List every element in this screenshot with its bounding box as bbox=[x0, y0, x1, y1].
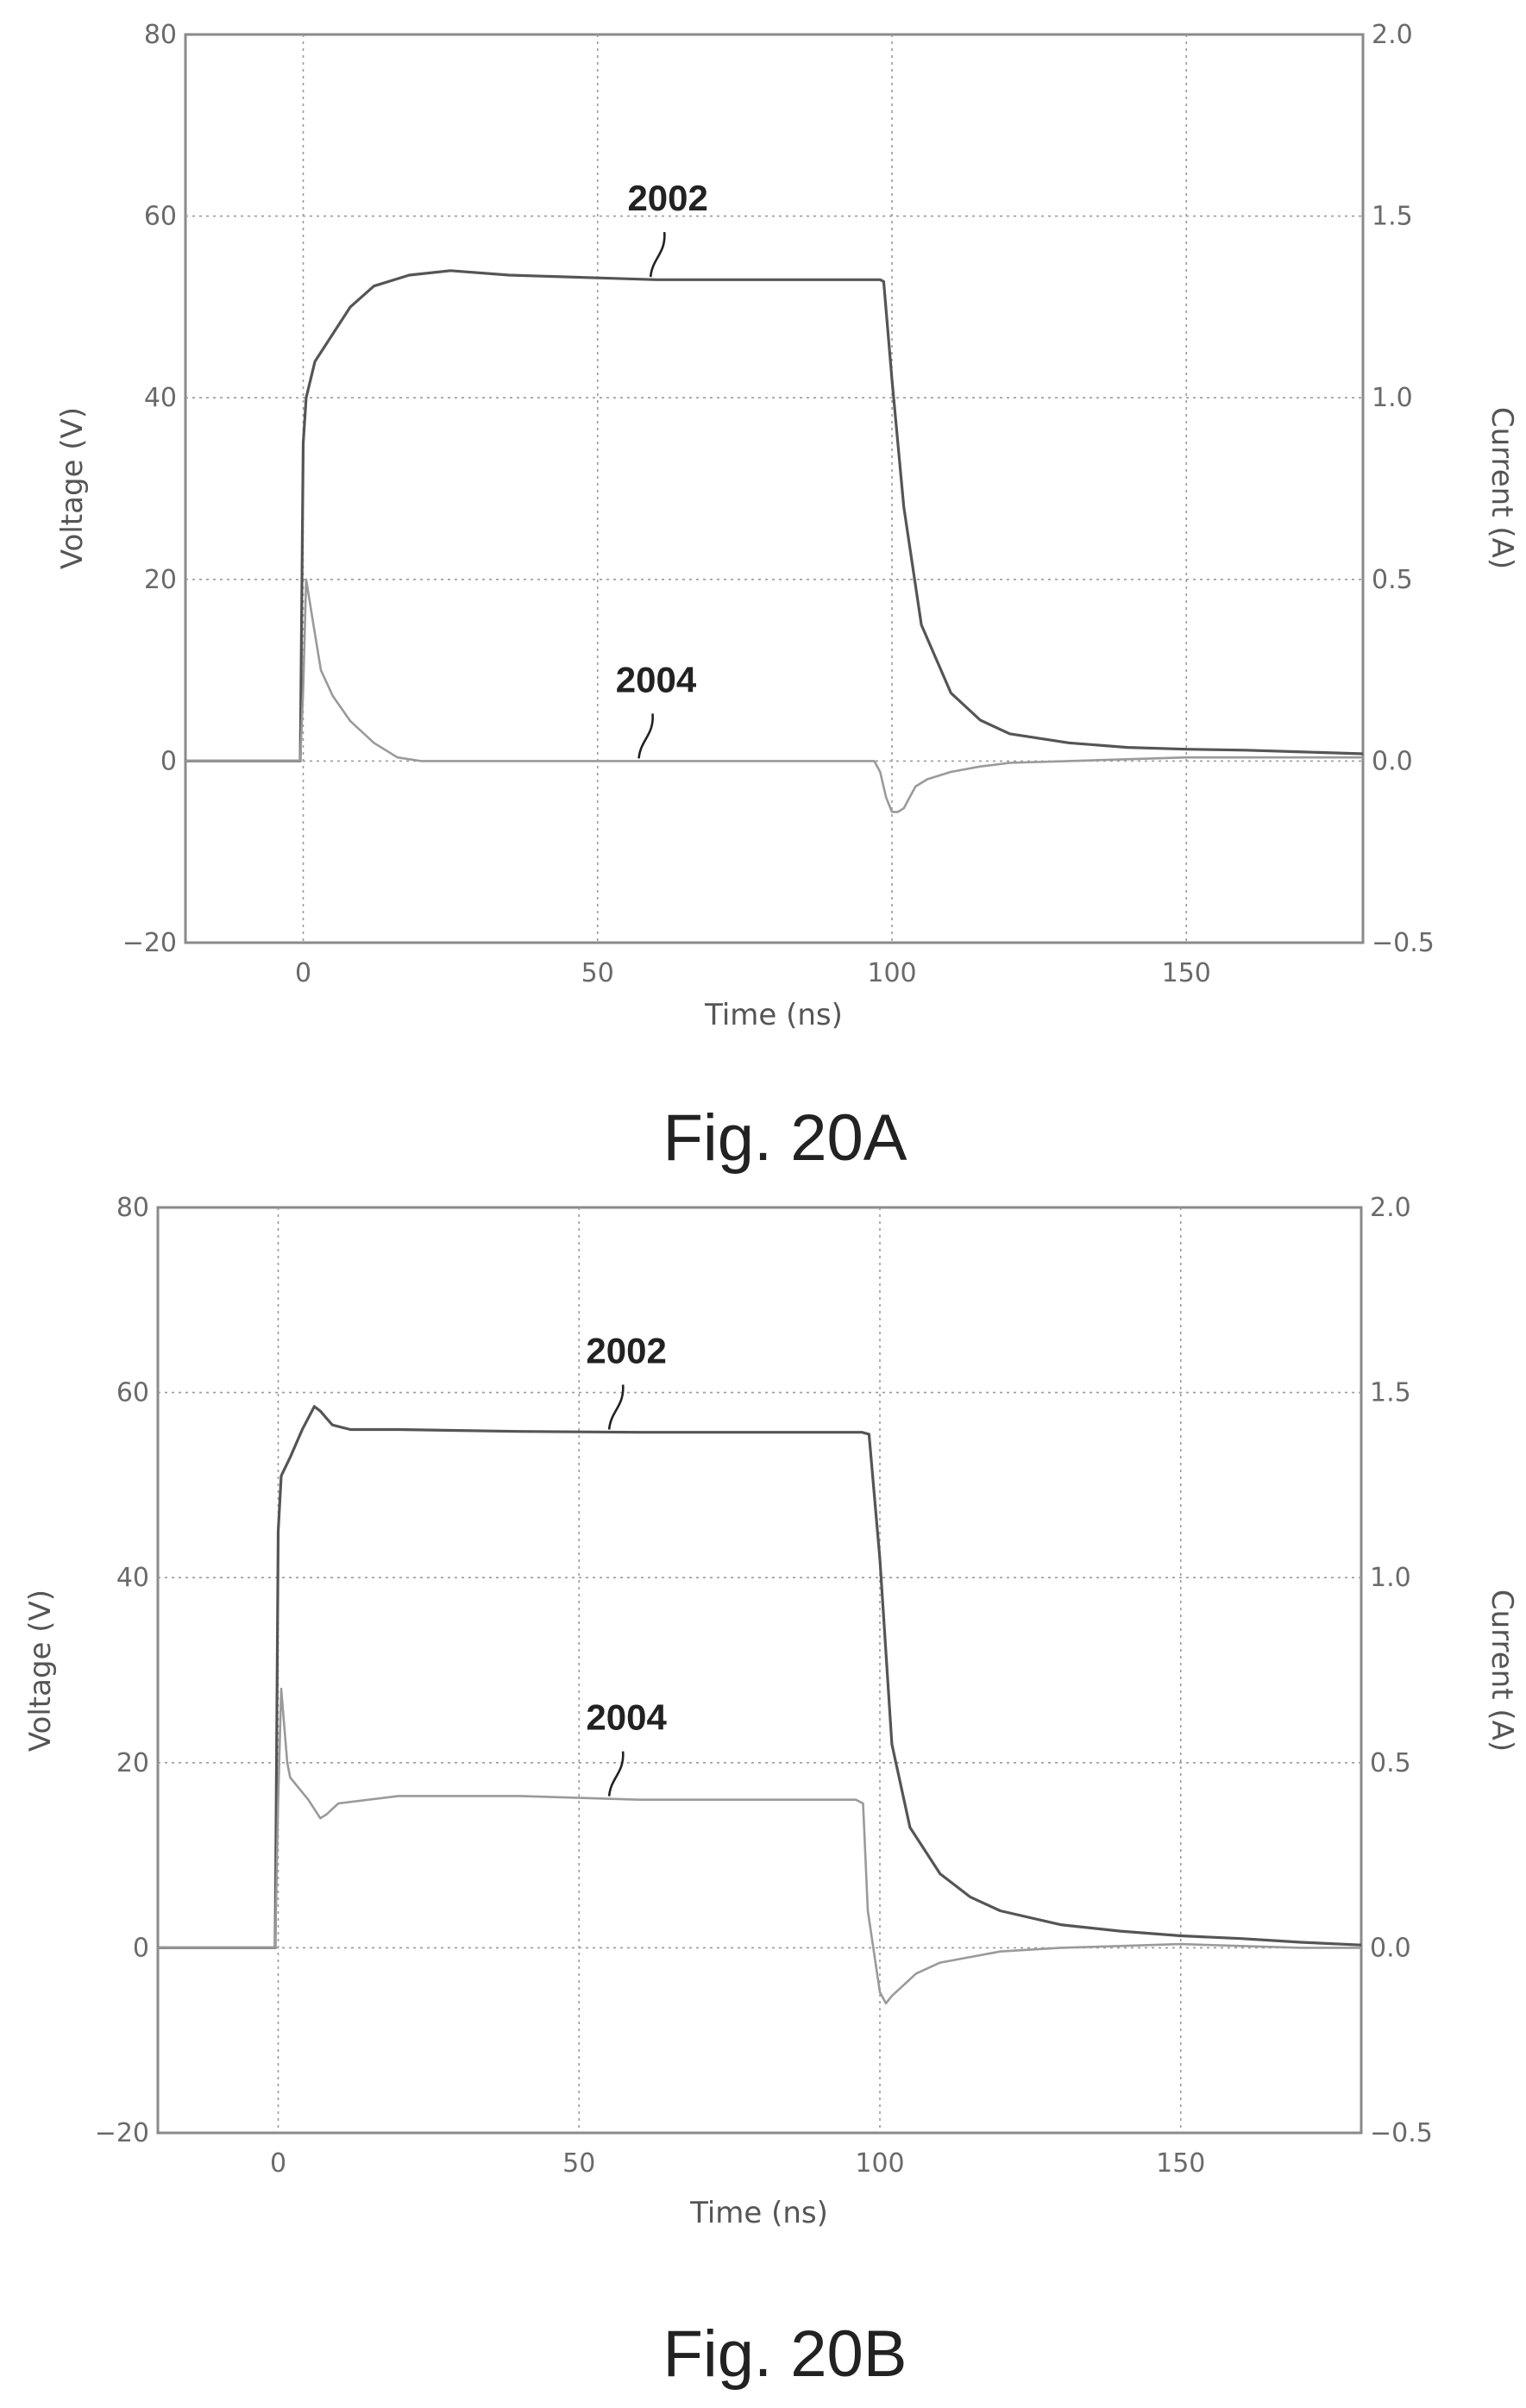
annotation-leader bbox=[607, 1751, 625, 1797]
grid bbox=[158, 1207, 1361, 2133]
y-tick-label: 60 bbox=[116, 1378, 149, 1408]
y2-axis-label: Current (A) bbox=[1485, 1590, 1519, 1752]
y-axis-label: Voltage (V) bbox=[23, 1590, 58, 1752]
series-line-2004 bbox=[158, 1687, 1361, 2005]
y2-tick-label: 0.5 bbox=[1372, 565, 1413, 595]
x-tick-label: 150 bbox=[1162, 958, 1211, 988]
y2-tick-label: 1.5 bbox=[1372, 202, 1413, 232]
y-tick-label: −20 bbox=[122, 928, 177, 958]
x-tick-label: 150 bbox=[1156, 2148, 1205, 2179]
y2-tick-label: −0.5 bbox=[1372, 928, 1435, 958]
y-tick-label: 40 bbox=[116, 1563, 149, 1593]
figure-caption: Fig. 20A bbox=[663, 1101, 907, 1175]
x-tick-label: 0 bbox=[270, 2148, 286, 2179]
y-tick-label: 80 bbox=[144, 20, 177, 50]
x-tick-label: 100 bbox=[855, 2148, 904, 2179]
y2-axis-label: Current (A) bbox=[1485, 407, 1519, 569]
y-tick-label: 80 bbox=[116, 1193, 149, 1223]
y2-tick-label: 2.0 bbox=[1372, 20, 1413, 50]
y2-tick-label: 0.0 bbox=[1372, 746, 1413, 776]
y-tick-label: 60 bbox=[144, 202, 177, 232]
series-line-2002 bbox=[185, 269, 1364, 762]
annotations: 2002 2004 bbox=[616, 178, 708, 759]
x-tick-label: 0 bbox=[295, 958, 311, 988]
x-axis-label: Time (ns) bbox=[689, 2196, 828, 2230]
y2-tick-label: 0.0 bbox=[1370, 1933, 1411, 1963]
annotation-leader bbox=[649, 231, 666, 278]
y2-tick-label: −0.5 bbox=[1370, 2118, 1433, 2148]
series-line-2004 bbox=[185, 578, 1363, 813]
x-tick-label: 50 bbox=[581, 958, 614, 988]
y-tick-label: 20 bbox=[144, 565, 177, 595]
x-tick-label: 50 bbox=[562, 2148, 595, 2179]
y-tick-label: −20 bbox=[95, 2118, 149, 2148]
grid bbox=[185, 34, 1363, 943]
y2-tick-label: 1.5 bbox=[1370, 1378, 1411, 1408]
plot-frame bbox=[184, 33, 1365, 944]
y-tick-label: 0 bbox=[133, 1933, 149, 1963]
series-layer bbox=[185, 269, 1364, 813]
chart-fig-20a: 0 50 100 150 −20 0 20 40 60 80 −0.5 0.0 0.5 1.0 1.5 2.0… bbox=[55, 20, 1519, 1175]
y2-tick-label: 0.5 bbox=[1370, 1748, 1411, 1778]
x-axis-label: Time (ns) bbox=[704, 998, 843, 1032]
y-axis-label: Voltage (V) bbox=[55, 407, 90, 569]
annotation-leader bbox=[637, 713, 654, 759]
figure-caption: Fig. 20B bbox=[663, 2317, 907, 2391]
tick-labels: 0 50 100 150 −20 0 20 40 60 80 −0.5 0.0 0.5 1.0 1.5 2.0 bbox=[122, 20, 1435, 988]
y2-tick-label: 1.0 bbox=[1372, 383, 1413, 413]
y-tick-label: 0 bbox=[160, 746, 177, 776]
tick-labels: 0 50 100 150 −20 0 20 40 60 80 −0.5 0.0 0.5 1.0 1.5 2.0 bbox=[95, 1193, 1433, 2179]
y2-tick-label: 2.0 bbox=[1370, 1193, 1411, 1223]
series-layer bbox=[158, 1405, 1362, 2005]
annotations: 2002 2004 bbox=[586, 1330, 667, 1797]
y2-tick-label: 1.0 bbox=[1370, 1563, 1411, 1593]
y-tick-label: 40 bbox=[144, 383, 177, 413]
annotation-label-2002: 2002 bbox=[586, 1330, 666, 1370]
plot-frame bbox=[156, 1206, 1363, 2135]
annotation-label-2004: 2004 bbox=[616, 659, 697, 699]
series-line-2002 bbox=[158, 1405, 1362, 1949]
chart-fig-20b: 0 50 100 150 −20 0 20 40 60 80 −0.5 0.0 0.5 1.0 1.5 2.0… bbox=[23, 1193, 1519, 2391]
x-tick-label: 100 bbox=[867, 958, 916, 988]
annotation-leader bbox=[607, 1384, 625, 1430]
annotation-label-2004: 2004 bbox=[586, 1697, 667, 1738]
annotation-label-2002: 2002 bbox=[627, 178, 707, 218]
y-tick-label: 20 bbox=[116, 1748, 149, 1778]
